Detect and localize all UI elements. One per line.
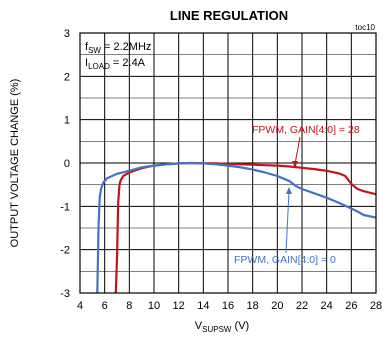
series-line-1 xyxy=(96,161,376,293)
series-layer xyxy=(96,161,376,293)
y-tick-labels: 3 2 1 0 -1 -2 -3 xyxy=(60,28,70,300)
y-tick-label: 3 xyxy=(64,28,70,40)
x-tick-label: 6 xyxy=(102,300,108,312)
figure-id: toc10 xyxy=(355,23,375,32)
x-tick-label: 8 xyxy=(126,300,132,312)
annotation-gain-28-arrowhead xyxy=(292,161,298,168)
y-tick-label: -2 xyxy=(60,245,70,257)
x-tick-label: 10 xyxy=(148,300,160,312)
y-tick-label: -1 xyxy=(60,201,70,213)
x-tick-label: 4 xyxy=(77,300,83,312)
plot-frame xyxy=(79,32,377,294)
x-tick-label: 22 xyxy=(296,300,308,312)
x-axis-label-sub: SUPSW xyxy=(202,325,232,334)
chart-title: LINE REGULATION xyxy=(170,8,288,23)
x-tick-label: 26 xyxy=(345,300,357,312)
series-line-0 xyxy=(114,161,376,293)
x-tick-label: 28 xyxy=(370,300,382,312)
x-tick-label: 18 xyxy=(247,300,259,312)
condition-iload: ILOAD = 2.4A xyxy=(85,57,146,71)
x-axis-label-unit: (V) xyxy=(231,320,249,332)
x-tick-label: 12 xyxy=(173,300,185,312)
annotation-gain-28: FPWM, GAIN[4:0] = 28 xyxy=(252,124,360,136)
x-tick-label: 20 xyxy=(271,300,283,312)
x-tick-labels: 4 6 8 10 12 14 16 18 20 22 24 26 28 xyxy=(77,300,382,312)
test-conditions: fSW = 2.2MHz ILOAD = 2.4A xyxy=(85,41,151,71)
x-tick-label: 16 xyxy=(222,300,234,312)
condition-fsw: fSW = 2.2MHz xyxy=(85,41,151,55)
annotation-gain-0: FPWM, GAIN[4:0] = 0 xyxy=(234,254,336,266)
annotation-gain-0-arrowhead xyxy=(286,187,292,194)
x-tick-label: 24 xyxy=(321,300,333,312)
x-tick-label: 14 xyxy=(197,300,209,312)
x-axis-label: VSUPSW (V) xyxy=(195,320,249,334)
y-tick-label: 0 xyxy=(64,158,70,170)
annotation-gain-0-pointer xyxy=(285,190,290,254)
x-axis-label-main: V xyxy=(195,320,203,332)
y-tick-label: 1 xyxy=(64,115,70,127)
y-axis-label: OUTPUT VOLTAGE CHANGE (%) xyxy=(9,79,21,248)
series-annotations: FPWM, GAIN[4:0] = 28 FPWM, GAIN[4:0] = 0 xyxy=(234,124,360,266)
y-tick-label: 2 xyxy=(64,71,70,83)
annotation-gain-28-pointer xyxy=(294,136,301,165)
y-tick-label: -3 xyxy=(60,288,70,300)
